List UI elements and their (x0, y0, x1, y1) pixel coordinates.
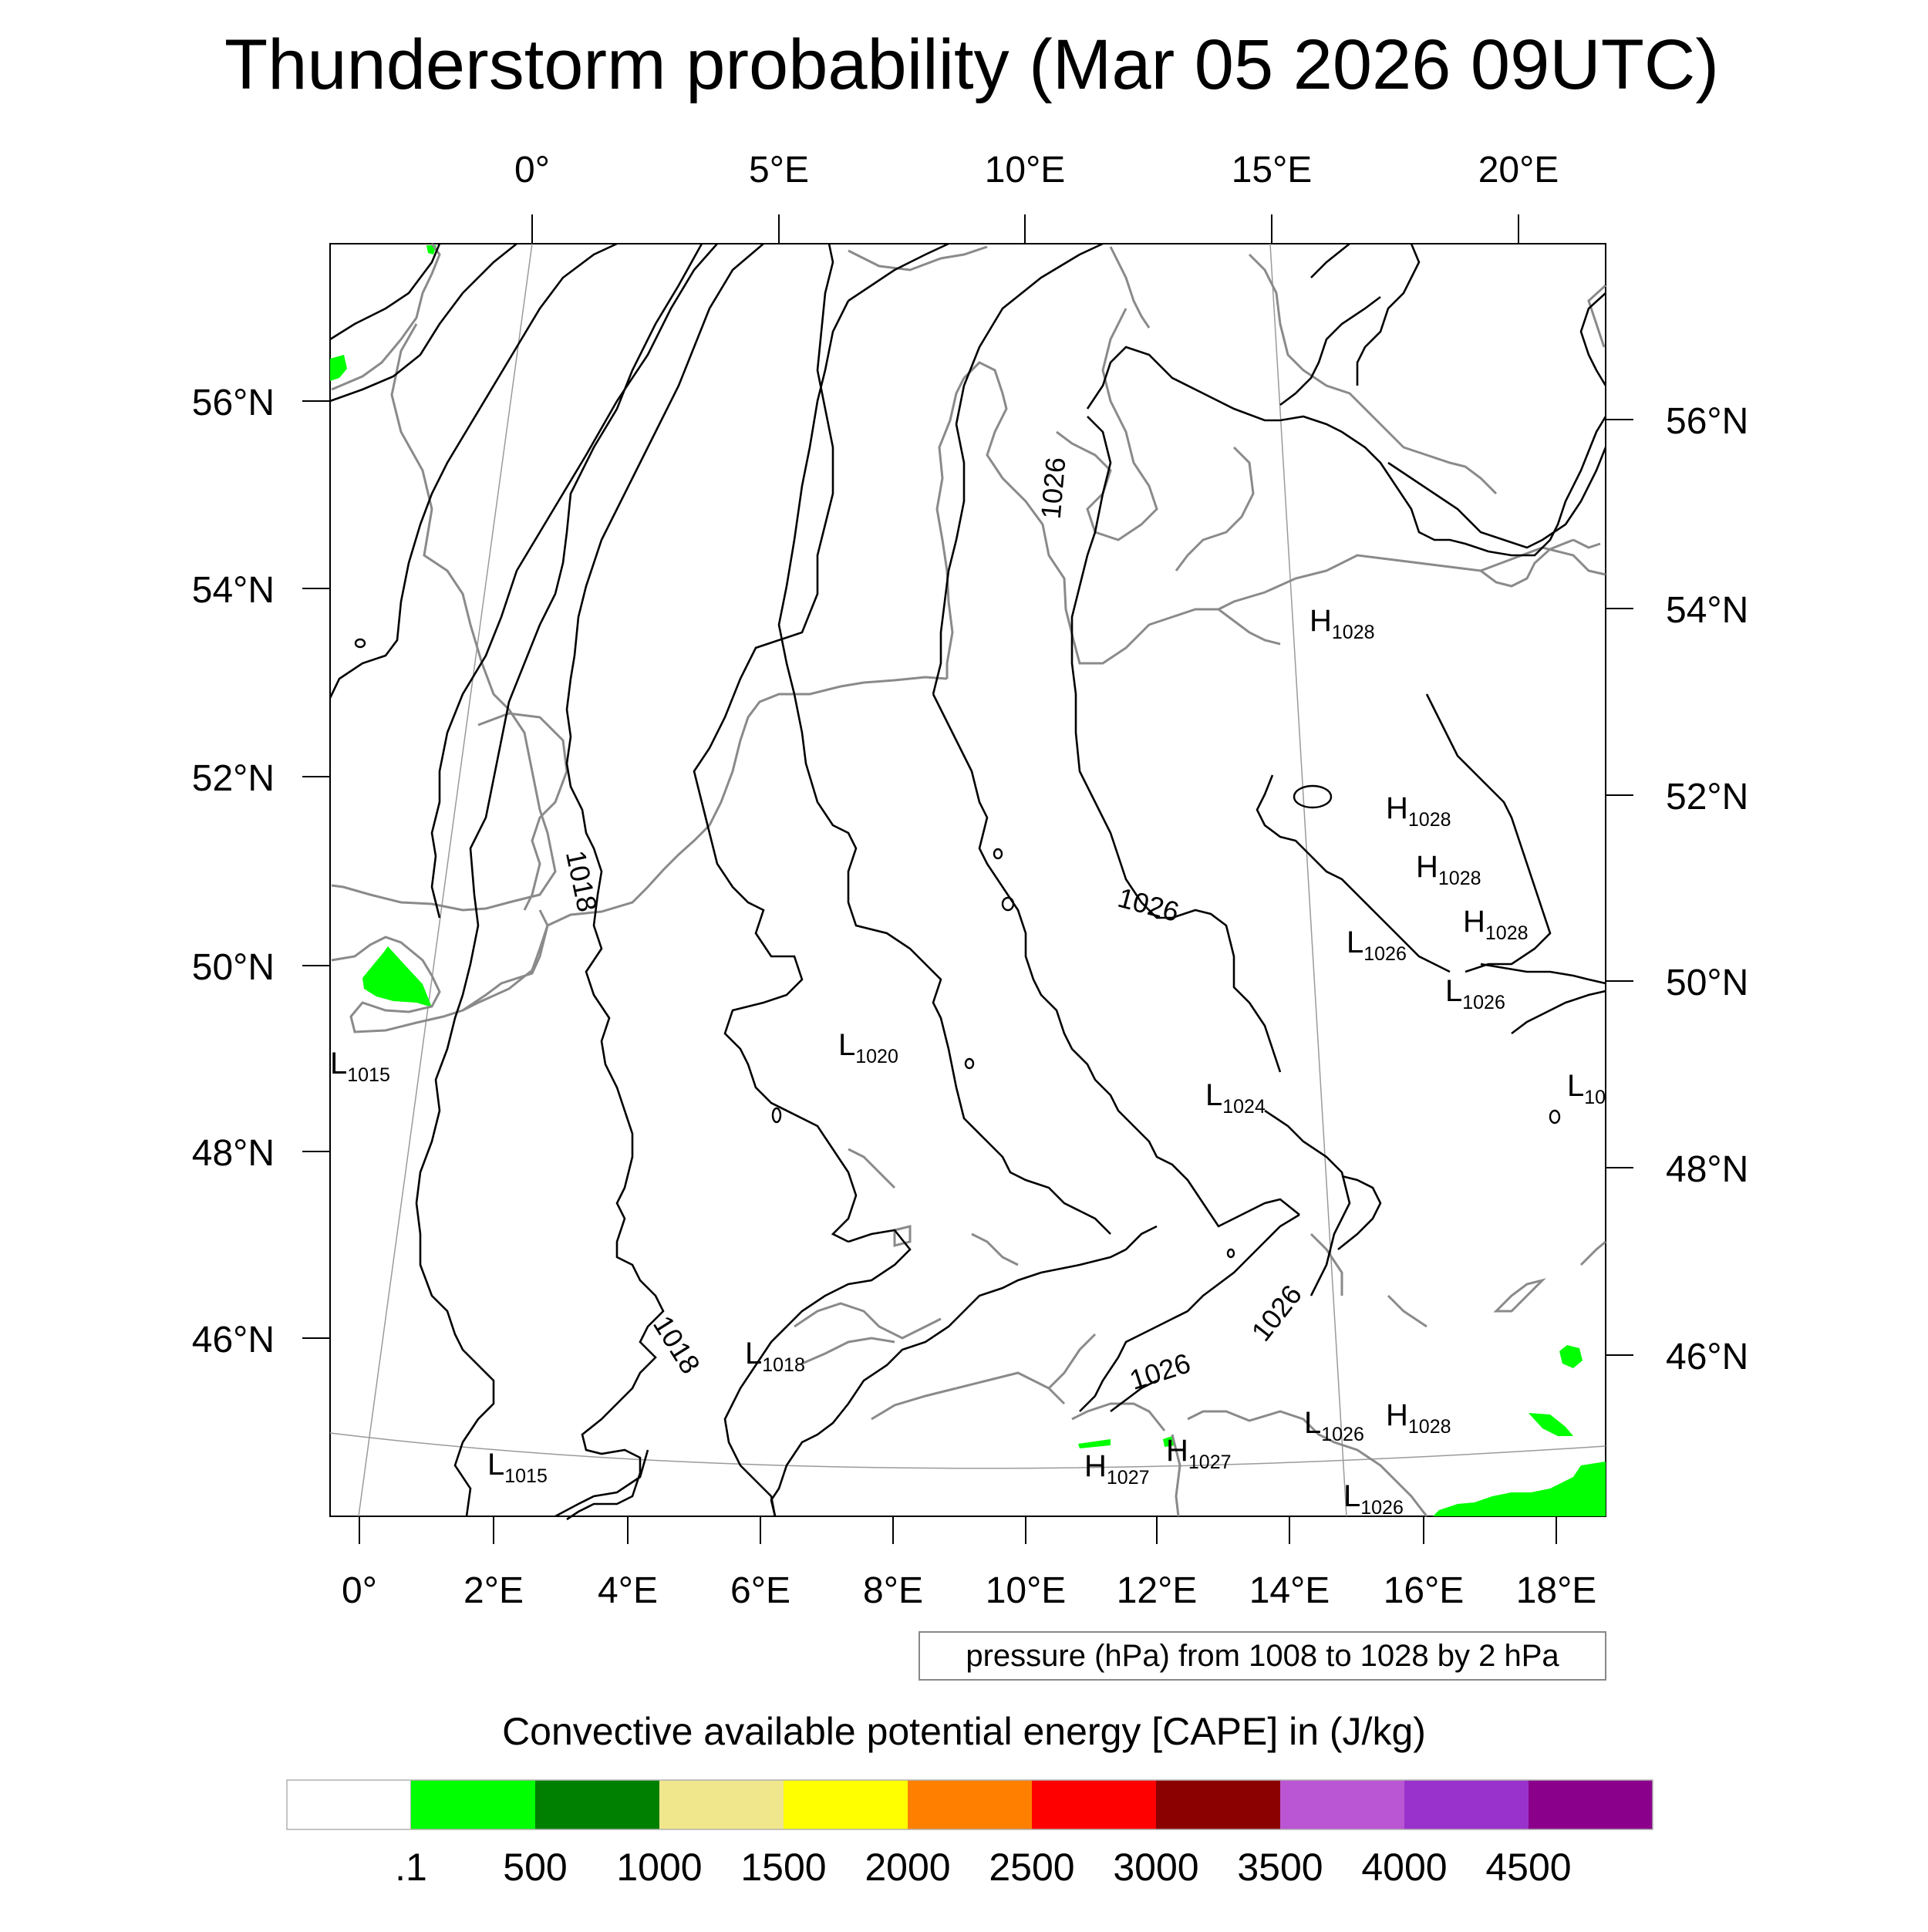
isobars (329, 242, 1607, 1521)
colorbar-swatch (411, 1780, 535, 1829)
high-pressure-label: H1027 (1084, 1449, 1150, 1489)
lat-label-left: 56°N (192, 383, 275, 423)
high-pressure-label: H1028 (1463, 905, 1529, 944)
lon-label-bottom: 14°E (1249, 1570, 1330, 1611)
lat-label-left: 46°N (192, 1320, 275, 1360)
low-pressure-label: L1026 (1343, 1479, 1404, 1519)
lon-label-bottom: 16°E (1384, 1570, 1465, 1611)
colorbar-swatch (1404, 1780, 1529, 1829)
lat-label-left: 48°N (192, 1133, 275, 1174)
cape-areas (330, 245, 1606, 1516)
low-pressure-label: L1018 (745, 1337, 805, 1376)
left-latitude-axis (302, 400, 330, 1339)
colorbar-tick-label: 4500 (1485, 1846, 1571, 1889)
left-latitude-labels: 56°N 54°N 52°N 50°N 48°N 46°N (192, 383, 275, 1360)
low-pressure-label: L1026 (1347, 926, 1407, 965)
lon-label-top: 5°E (749, 150, 809, 191)
colorbar-outline (286, 1779, 1653, 1830)
low-pressure-label: L1026 (1445, 974, 1505, 1013)
top-longitude-axis (531, 214, 1519, 244)
graticule (329, 243, 1606, 1517)
colorbar-swatch (784, 1780, 908, 1829)
colorbar-tick-label: .1 (395, 1846, 427, 1889)
colorbar-tick-label: 2500 (989, 1846, 1074, 1889)
colorbar-title: Convective available potential energy [C… (502, 1710, 1426, 1753)
cape-area-balkan-2 (1529, 1413, 1573, 1436)
colorbar-swatch (286, 1779, 412, 1830)
cape-area-po (1078, 1439, 1111, 1448)
colorbar-swatch (1156, 1780, 1280, 1829)
colorbar: .1 500 1000 1500 2000 2500 3000 3500 4000 4500 (286, 1779, 1653, 1889)
lon-label-bottom: 12°E (1117, 1570, 1198, 1611)
lon-label-top: 20°E (1478, 150, 1559, 191)
high-pressure-label: H1028 (1309, 604, 1375, 643)
lon-label-bottom: 4°E (598, 1570, 658, 1611)
colorbar-swatch (535, 1780, 659, 1829)
colorbar-swatch (1032, 1780, 1156, 1829)
colorbar-tick-label: 1500 (740, 1846, 826, 1889)
lon-label-top: 15°E (1232, 150, 1313, 191)
lat-label-left: 52°N (192, 758, 275, 799)
colorbar-swatch (1529, 1780, 1653, 1829)
colorbar-tick-label: 4000 (1361, 1846, 1447, 1889)
contour-label: 1026 (1035, 456, 1072, 520)
contour-info-text: pressure (hPa) from 1008 to 1028 by 2 hP… (966, 1639, 1559, 1673)
map-frame (329, 243, 1606, 1517)
lon-label-top: 10°E (985, 150, 1066, 191)
colorbar-swatch (659, 1780, 784, 1829)
lon-label-bottom: 8°E (863, 1570, 923, 1611)
contour-info-box (918, 1631, 1606, 1681)
low-pressure-label: L1015 (330, 1047, 390, 1086)
colorbar-tick-label: 3500 (1237, 1846, 1323, 1889)
high-pressure-label: H1028 (1416, 850, 1481, 889)
lon-label-bottom: 2°E (463, 1570, 524, 1611)
low-pressure-label: L1020 (838, 1028, 898, 1067)
colorbar-tick-label: 2000 (865, 1846, 950, 1889)
lon-label-bottom: 6°E (730, 1570, 790, 1611)
lon-label-bottom: 0° (342, 1570, 377, 1611)
top-longitude-labels: 0° 5°E 10°E 15°E 20°E (514, 150, 1559, 191)
lat-label-left: 50°N (192, 947, 275, 988)
colorbar-tick-label: 500 (503, 1846, 567, 1889)
lon-label-bottom: 18°E (1516, 1570, 1597, 1611)
colorbar-tick-label: 1000 (616, 1846, 702, 1889)
cape-area-scotland (330, 355, 347, 381)
colorbar-swatch (908, 1780, 1032, 1829)
lat-label-right: 52°N (1666, 777, 1748, 818)
right-latitude-labels: 56°N 54°N 52°N 50°N 48°N 46°N (1666, 401, 1748, 1377)
lat-label-left: 54°N (192, 570, 275, 611)
map-title: Thunderstorm probability (Mar 05 2026 09… (224, 25, 1719, 104)
coastlines (331, 243, 1607, 1517)
high-pressure-label: H1028 (1386, 791, 1451, 831)
high-pressure-label: H1028 (1386, 1398, 1451, 1438)
high-pressure-label: H1027 (1166, 1434, 1232, 1473)
lat-label-right: 48°N (1666, 1149, 1748, 1190)
low-pressure-label: L10 (1567, 1069, 1606, 1108)
colorbar-tick-label: 3000 (1113, 1846, 1198, 1889)
lat-label-right: 56°N (1666, 401, 1748, 442)
low-pressure-label: L1015 (487, 1448, 548, 1487)
lat-label-right: 46°N (1666, 1337, 1748, 1377)
low-pressure-label: L1024 (1205, 1078, 1266, 1118)
small-contours (354, 638, 1561, 1259)
bottom-longitude-axis (359, 1516, 1557, 1544)
cape-area-wales (362, 946, 432, 1007)
colorbar-swatch (1280, 1780, 1404, 1829)
pressure-centers: H1028 H1028 H1028 H1028 L1026 L1026 L101… (330, 604, 1606, 1519)
cape-area-balkan-1 (1559, 1345, 1583, 1368)
cape-area-adriatic (1433, 1462, 1606, 1516)
lon-label-bottom: 10°E (986, 1570, 1067, 1611)
low-pressure-label: L1026 (1304, 1406, 1364, 1445)
lon-label-top: 0° (514, 150, 550, 191)
right-latitude-axis (1606, 419, 1633, 1356)
lat-label-right: 50°N (1666, 963, 1748, 1003)
lat-label-right: 54°N (1666, 590, 1748, 631)
bottom-longitude-labels: 0° 2°E 4°E 6°E 8°E 10°E 12°E 14°E 16°E 1… (342, 1570, 1596, 1611)
